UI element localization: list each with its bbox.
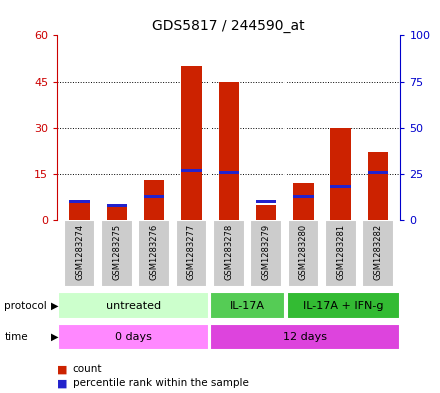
Text: GSM1283281: GSM1283281 xyxy=(336,223,345,279)
Bar xyxy=(368,152,388,220)
Text: GSM1283274: GSM1283274 xyxy=(75,223,84,279)
FancyBboxPatch shape xyxy=(64,220,95,287)
Bar xyxy=(70,200,90,203)
Bar xyxy=(219,171,239,174)
FancyBboxPatch shape xyxy=(138,220,170,287)
Text: GSM1283276: GSM1283276 xyxy=(150,223,159,280)
Bar xyxy=(144,195,165,198)
Title: GDS5817 / 244590_at: GDS5817 / 244590_at xyxy=(153,19,305,33)
Bar xyxy=(368,171,388,174)
FancyBboxPatch shape xyxy=(176,220,207,287)
Bar xyxy=(144,180,165,220)
FancyBboxPatch shape xyxy=(101,220,133,287)
FancyBboxPatch shape xyxy=(288,220,319,287)
Text: time: time xyxy=(4,332,28,342)
Bar xyxy=(181,169,202,172)
Text: GSM1283277: GSM1283277 xyxy=(187,223,196,280)
FancyBboxPatch shape xyxy=(250,220,282,287)
FancyBboxPatch shape xyxy=(325,220,356,287)
FancyBboxPatch shape xyxy=(210,292,285,319)
Bar xyxy=(70,202,90,220)
Text: GSM1283275: GSM1283275 xyxy=(112,223,121,279)
Text: 12 days: 12 days xyxy=(283,332,327,342)
Bar xyxy=(256,205,276,220)
Bar xyxy=(181,66,202,220)
Text: 0 days: 0 days xyxy=(115,332,152,342)
Text: ▶: ▶ xyxy=(51,332,58,342)
FancyBboxPatch shape xyxy=(210,324,400,350)
Text: GSM1283278: GSM1283278 xyxy=(224,223,233,280)
Bar xyxy=(256,200,276,203)
Text: ■: ■ xyxy=(57,364,68,375)
FancyBboxPatch shape xyxy=(213,220,245,287)
Text: GSM1283279: GSM1283279 xyxy=(262,223,271,279)
Bar xyxy=(293,195,314,198)
FancyBboxPatch shape xyxy=(287,292,400,319)
FancyBboxPatch shape xyxy=(58,292,209,319)
Bar xyxy=(106,204,127,207)
Text: ■: ■ xyxy=(57,378,68,388)
Text: protocol: protocol xyxy=(4,301,47,310)
Text: untreated: untreated xyxy=(106,301,161,310)
Bar xyxy=(106,205,127,220)
Text: GSM1283280: GSM1283280 xyxy=(299,223,308,279)
Text: ▶: ▶ xyxy=(51,301,58,310)
Text: IL-17A + IFN-g: IL-17A + IFN-g xyxy=(303,301,383,310)
FancyBboxPatch shape xyxy=(58,324,209,350)
Text: GSM1283282: GSM1283282 xyxy=(374,223,382,279)
Bar xyxy=(293,183,314,220)
FancyBboxPatch shape xyxy=(362,220,394,287)
Text: count: count xyxy=(73,364,102,375)
Text: IL-17A: IL-17A xyxy=(231,301,265,310)
Text: percentile rank within the sample: percentile rank within the sample xyxy=(73,378,249,388)
Bar xyxy=(330,185,351,188)
Bar xyxy=(330,128,351,220)
Bar xyxy=(219,82,239,220)
